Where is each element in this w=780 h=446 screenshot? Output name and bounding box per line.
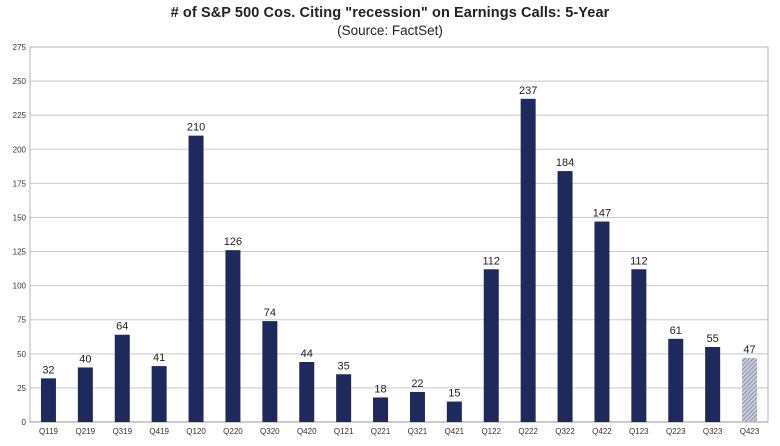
- bar-q120: [188, 135, 204, 423]
- data-label-q322: 184: [556, 157, 574, 169]
- x-tick-label-q319: Q319: [112, 427, 132, 436]
- y-tick-label: 225: [13, 111, 27, 120]
- x-tick-label-q222: Q222: [518, 427, 538, 436]
- bar-q122: [483, 269, 499, 422]
- data-label-q319: 64: [116, 321, 128, 333]
- x-tick-label-q223: Q223: [666, 427, 686, 436]
- y-tick-label: 25: [17, 384, 26, 393]
- data-label-q419: 41: [153, 352, 165, 364]
- bar-q219: [77, 367, 93, 422]
- x-tick-label-q321: Q321: [408, 427, 428, 436]
- y-tick-label: 250: [13, 77, 27, 86]
- data-labels: 32 40 64 41 210 126 74 44 35 18 22 15 112 237 184 147 11…: [42, 85, 755, 400]
- bar-q223: [668, 338, 684, 422]
- x-tick-label-q219: Q219: [76, 427, 96, 436]
- y-tick-label: 100: [13, 282, 27, 291]
- data-label-q221: 18: [374, 383, 386, 395]
- x-tick-label-q119: Q119: [39, 427, 59, 436]
- bar-q421: [446, 401, 462, 422]
- bar-q322: [557, 171, 573, 422]
- bar-q320: [262, 321, 278, 422]
- data-label-q120: 210: [187, 122, 205, 134]
- chart-subtitle: (Source: FactSet): [337, 23, 443, 38]
- x-tick-label-q422: Q422: [592, 427, 612, 436]
- data-label-q222: 237: [519, 85, 537, 97]
- x-tick-label-q420: Q420: [297, 427, 317, 436]
- data-label-q223: 61: [670, 325, 682, 337]
- x-tick-label-q421: Q421: [445, 427, 465, 436]
- bar-q221: [373, 397, 389, 422]
- data-label-q119: 32: [42, 364, 54, 376]
- bar-q321: [409, 392, 425, 422]
- plot-frame: [29, 46, 769, 423]
- bar-q220: [225, 250, 241, 422]
- bar-q119: [40, 378, 56, 422]
- x-tick-label-q120: Q120: [186, 427, 206, 436]
- data-label-q219: 40: [79, 353, 91, 365]
- data-label-q121: 35: [338, 360, 350, 372]
- chart-title-block: # of S&P 500 Cos. Citing "recession" on …: [0, 4, 780, 39]
- y-tick-label: 150: [13, 213, 27, 222]
- x-tick-label-q220: Q220: [223, 427, 243, 436]
- data-label-q320: 74: [264, 307, 276, 319]
- bar-q419: [151, 366, 167, 422]
- y-tick-label: 175: [13, 179, 27, 188]
- chart-title: # of S&P 500 Cos. Citing "recession" on …: [170, 5, 610, 21]
- bar-q123: [631, 269, 647, 422]
- data-label-q321: 22: [411, 378, 423, 390]
- data-label-q421: 15: [448, 388, 460, 400]
- bar-q420: [299, 362, 315, 422]
- data-label-q220: 126: [224, 236, 242, 248]
- x-tick-label-q121: Q121: [334, 427, 354, 436]
- bar-q319: [114, 334, 130, 422]
- x-tick-label-q419: Q419: [149, 427, 169, 436]
- bars: [40, 98, 758, 423]
- data-label-q323: 55: [707, 333, 719, 345]
- y-tick-label: 50: [17, 350, 26, 359]
- bar-q121: [336, 374, 352, 422]
- x-tick-label-q122: Q122: [481, 427, 501, 436]
- data-label-q422: 147: [593, 208, 611, 220]
- bar-q423: [742, 357, 758, 422]
- data-label-q420: 44: [301, 348, 313, 360]
- x-tick-label-q320: Q320: [260, 427, 280, 436]
- data-label-q122: 112: [482, 255, 500, 267]
- y-tick-label: 0: [22, 418, 27, 427]
- x-tick-label-q322: Q322: [555, 427, 575, 436]
- bar-q323: [705, 347, 721, 422]
- data-label-q423: 47: [743, 344, 755, 356]
- gridlines: [30, 46, 768, 423]
- y-tick-label: 200: [13, 145, 27, 154]
- axes: 0 25 50 75 100 125 150 175 200 225 250 275 Q119 Q219 Q…: [13, 43, 769, 436]
- data-label-q123: 112: [630, 255, 648, 267]
- bar-q222: [520, 98, 536, 423]
- bar-q422: [594, 221, 610, 422]
- y-tick-label: 75: [17, 316, 26, 325]
- y-tick-label: 125: [13, 248, 27, 257]
- y-tick-label: 275: [13, 43, 27, 52]
- x-tick-label-q221: Q221: [371, 427, 391, 436]
- x-tick-label-q123: Q123: [629, 427, 649, 436]
- x-tick-label-q423: Q423: [740, 427, 760, 436]
- x-tick-label-q323: Q323: [703, 427, 723, 436]
